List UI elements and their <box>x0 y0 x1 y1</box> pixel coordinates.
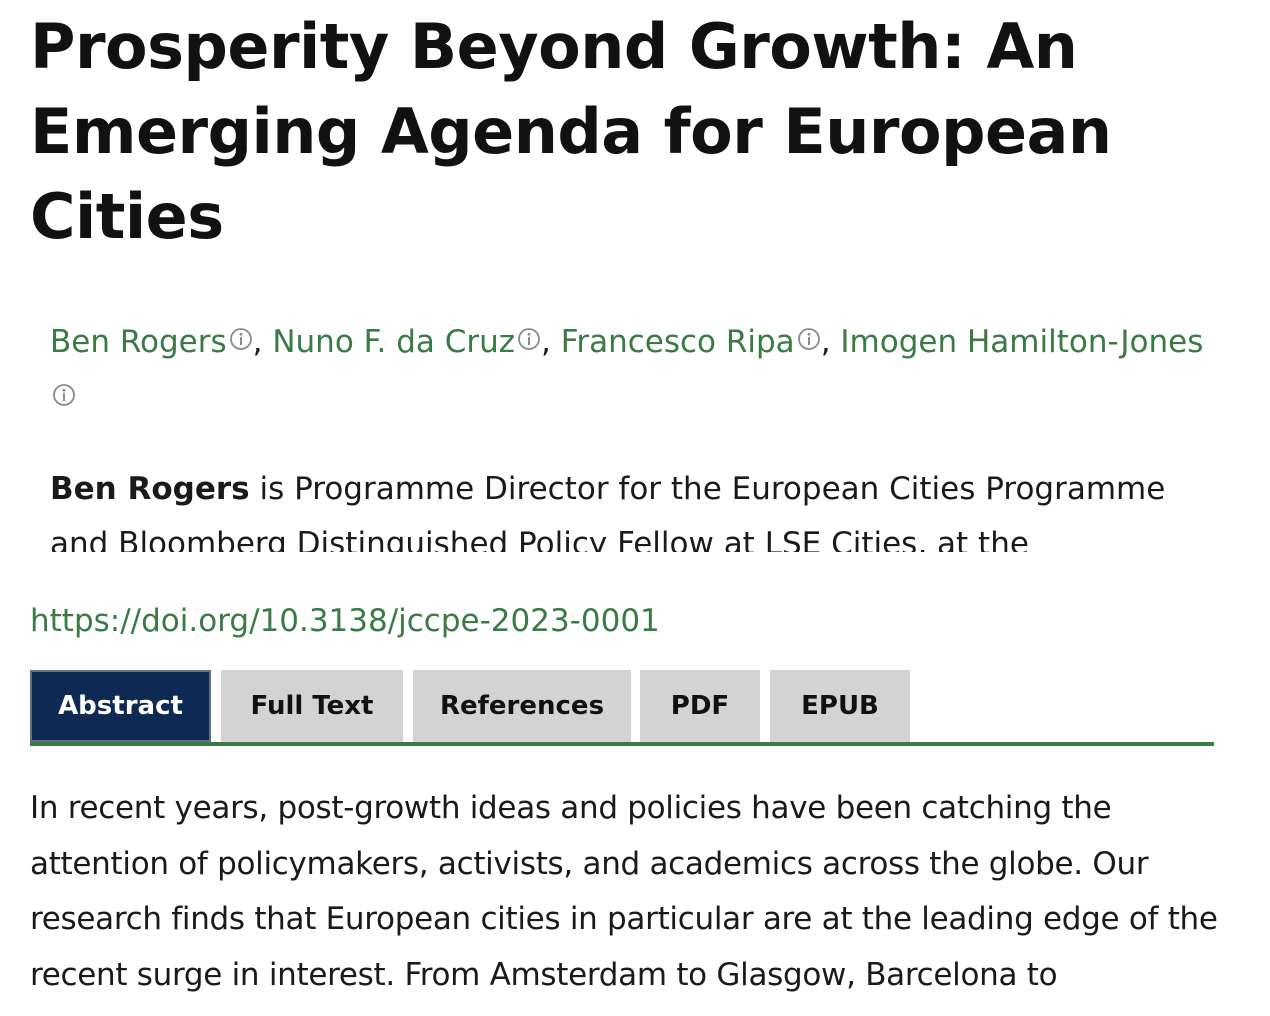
info-circle-icon[interactable] <box>517 314 541 369</box>
tab-full-text[interactable]: Full Text <box>221 670 403 742</box>
article-title: Prosperity Beyond Growth: An Emerging Ag… <box>30 10 1112 253</box>
author-list: Ben Rogers, Nuno F. da Cruz, Francesco R… <box>50 315 1220 427</box>
tab-epub[interactable]: EPUB <box>770 670 910 742</box>
bio-author-name: Ben Rogers <box>50 471 250 507</box>
author-bio: Ben Rogers is Programme Director for the… <box>50 462 1220 552</box>
info-circle-icon[interactable] <box>52 370 76 425</box>
author-separator: , <box>820 324 841 360</box>
bio-text: is Programme Director for the European C… <box>50 471 1166 552</box>
author-separator: , <box>541 324 561 360</box>
author-bio-panel[interactable]: Ben Rogers is Programme Director for the… <box>50 462 1220 552</box>
article-tabs: Abstract Full Text References PDF EPUB <box>30 670 1214 746</box>
info-circle-icon[interactable] <box>229 314 253 369</box>
author-link[interactable]: Imogen Hamilton-Jones <box>840 324 1204 360</box>
info-circle-icon[interactable] <box>797 314 821 369</box>
doi-link[interactable]: https://doi.org/10.3138/jccpe-2023-0001 <box>30 603 660 639</box>
abstract-text: In recent years, post-growth ideas and p… <box>30 790 1218 993</box>
author-separator: , <box>252 324 273 360</box>
author-link[interactable]: Francesco Ripa <box>560 324 795 360</box>
tab-abstract[interactable]: Abstract <box>30 670 211 742</box>
tabs-underline <box>30 742 1214 746</box>
tab-references[interactable]: References <box>413 670 631 742</box>
author-link[interactable]: Ben Rogers <box>50 324 227 360</box>
tab-pdf[interactable]: PDF <box>640 670 760 742</box>
author-link[interactable]: Nuno F. da Cruz <box>272 324 516 360</box>
